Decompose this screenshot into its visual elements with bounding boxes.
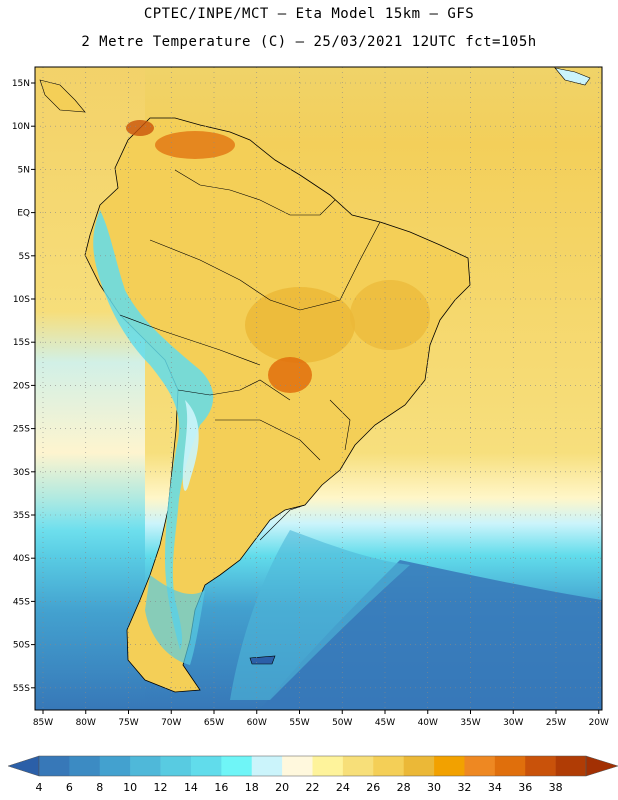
colorbar-segment [342, 756, 374, 776]
lat-tick-label: 10S [13, 295, 30, 305]
colorbar-label: 18 [245, 781, 259, 794]
colorbar-segment [130, 756, 161, 776]
lon-tick-label: 85W [33, 718, 53, 728]
andes-peak-area [182, 400, 199, 491]
lat-tick-label: 10N [12, 122, 30, 132]
colorbar-segment [403, 756, 435, 776]
cool-ocean-area [230, 530, 410, 700]
axis-ticks: 85W 80W 75W 70W 65W 60W 55W 50W 45W 40W 35W 30W 25W 2… [12, 79, 609, 728]
chart-title: CPTEC/INPE/MCT – Eta Model 15km – GFS [143, 6, 475, 22]
warm-area-northeast [350, 280, 430, 350]
warm-area-central-brazil [245, 287, 355, 363]
lon-tick-label: 75W [118, 718, 138, 728]
patagonia-cool-area [145, 575, 205, 665]
cold-ocean-area [260, 560, 602, 710]
colorbar-segment [464, 756, 496, 776]
colorbar-low-arrow [7, 755, 40, 777]
chart-subtitle: 2 Metre Temperature (C) – 25/03/2021 12U… [81, 34, 537, 50]
colorbar-segment [99, 756, 131, 776]
colorbar-label: 24 [336, 781, 350, 794]
lat-tick-label: 50S [13, 641, 30, 651]
map-grid [35, 67, 602, 710]
lat-tick-label: 40S [13, 554, 30, 564]
colorbar-segment [221, 756, 253, 776]
lat-tick-label: 5S [19, 252, 31, 262]
colorbar-label: 30 [427, 781, 441, 794]
colorbar-label: 20 [275, 781, 289, 794]
colorbar-segment [251, 756, 283, 776]
lon-tick-label: 80W [76, 718, 96, 728]
colorbar-segment [555, 756, 587, 776]
lon-tick-label: 40W [418, 718, 438, 728]
hot-area-pantanal [268, 357, 312, 393]
lon-tick-label: 55W [289, 718, 309, 728]
colorbar-label: 12 [154, 781, 168, 794]
lon-tick-label: 50W [332, 718, 352, 728]
lon-tick-label: 60W [247, 718, 267, 728]
colorbar-label: 38 [549, 781, 563, 794]
lon-tick-label: 35W [460, 718, 480, 728]
colorbar-segment [69, 756, 101, 776]
lat-tick-label: 55S [13, 684, 30, 694]
map-field [35, 67, 602, 710]
colorbar-label: 16 [214, 781, 228, 794]
colorbar-segment [312, 756, 344, 776]
colorbar-segment [190, 756, 222, 776]
colorbar-label: 22 [306, 781, 320, 794]
colorbar-label: 32 [457, 781, 471, 794]
caribbean-island [554, 67, 591, 86]
colorbar-segment [282, 756, 313, 776]
colorbar: 4 6 8 10 12 14 16 18 20 22 24 26 28 30 32 34 36 38 [7, 755, 618, 794]
colorbar-label: 28 [397, 781, 411, 794]
colorbar-label: 8 [96, 781, 103, 794]
lon-tick-label: 20W [589, 718, 609, 728]
lat-tick-label: 15N [12, 79, 30, 89]
colorbar-label: 10 [123, 781, 137, 794]
lat-tick-label: 25S [13, 425, 30, 435]
colorbar-label: 6 [66, 781, 73, 794]
lon-tick-label: 65W [204, 718, 224, 728]
lon-tick-label: 70W [161, 718, 181, 728]
lat-tick-label: 15S [13, 338, 30, 348]
hot-area-colombia [126, 120, 154, 136]
south-america-land [84, 117, 471, 693]
colorbar-segment [39, 756, 70, 776]
lon-tick-label: 30W [503, 718, 523, 728]
hot-area-venezuela [155, 131, 235, 159]
colorbar-label: 4 [36, 781, 43, 794]
country-borders [119, 169, 381, 541]
colorbar-high-arrow [585, 755, 618, 777]
lon-tick-label: 45W [375, 718, 395, 728]
colorbar-segment [494, 756, 526, 776]
map-frame [34, 66, 603, 711]
lat-tick-label: EQ [17, 209, 30, 219]
colorbar-label: 14 [184, 781, 198, 794]
colorbar-label: 36 [518, 781, 532, 794]
lat-tick-label: 35S [13, 511, 30, 521]
lat-tick-label: 20S [13, 381, 30, 391]
colorbar-label: 26 [366, 781, 380, 794]
colorbar-segment [160, 756, 192, 776]
colorbar-label: 34 [488, 781, 502, 794]
falkland-islands [249, 655, 276, 665]
central-america-land [39, 79, 86, 113]
andes-cold-band [93, 210, 214, 650]
lat-tick-label: 45S [13, 597, 30, 607]
lon-tick-label: 25W [546, 718, 566, 728]
colorbar-border [38, 755, 587, 777]
colorbar-segment [373, 756, 404, 776]
colorbar-segment [434, 756, 465, 776]
lat-tick-label: 5N [18, 165, 30, 175]
colorbar-segment [525, 756, 556, 776]
lat-tick-label: 30S [13, 468, 30, 478]
